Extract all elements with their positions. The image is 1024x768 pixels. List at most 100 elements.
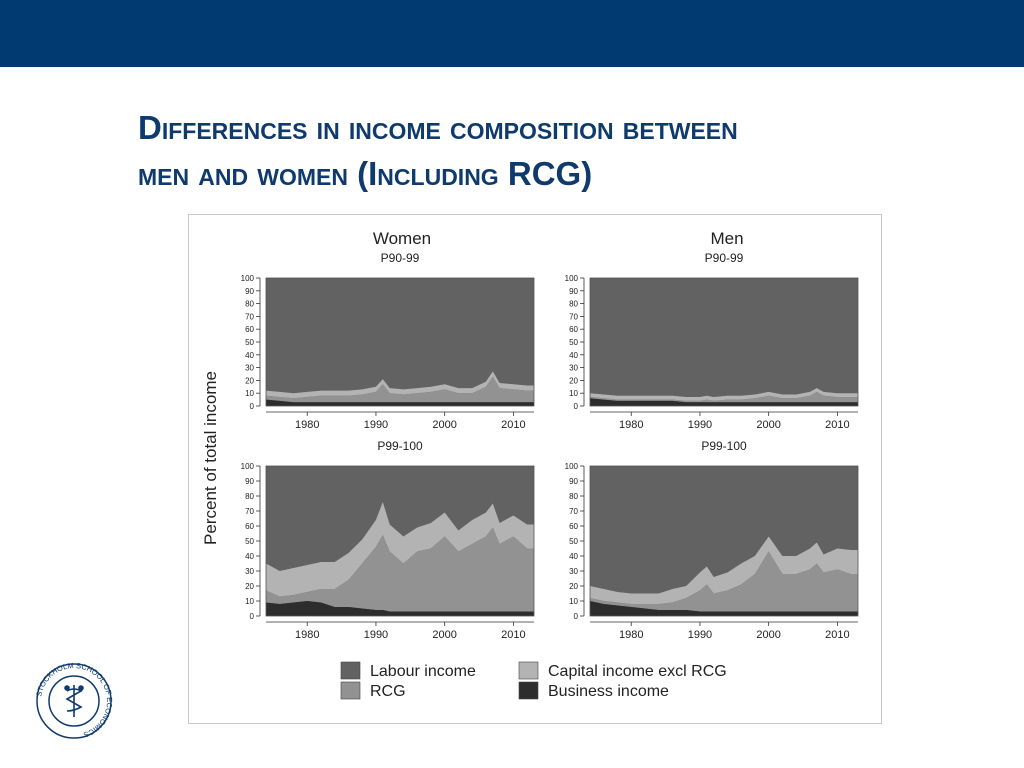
x-tick-label: 1980 xyxy=(619,419,643,431)
y-tick-label: 10 xyxy=(569,389,578,398)
panel-women-p90-99: P90-99 0 10 20 30 40 50 60 70 80 90 100 1980 1990 2000… xyxy=(241,251,535,431)
y-tick-label: 90 xyxy=(245,287,254,296)
y-tick-label: 30 xyxy=(245,567,254,576)
legend-label: Business income xyxy=(548,683,669,700)
legend-item-labour: Labour income xyxy=(340,661,476,680)
panel-subtitle: P90-99 xyxy=(381,251,420,265)
panel-men-p99-100: P99-100 0 10 20 30 40 50 60 70 80 90 100 1980 1990 200… xyxy=(565,439,859,641)
panel-subtitle: P99-100 xyxy=(701,439,747,453)
plot-frame xyxy=(265,465,535,617)
legend-item-business: Business income xyxy=(518,681,669,700)
area-rcg xyxy=(590,391,858,403)
x-tick-label: 2000 xyxy=(432,629,456,641)
header-bar xyxy=(0,0,1024,67)
y-tick-label: 100 xyxy=(241,462,255,471)
y-tick-label: 10 xyxy=(245,597,254,606)
legend-label: RCG xyxy=(370,683,406,700)
y-axis-title: Percent of total income xyxy=(201,371,220,545)
legend-swatch xyxy=(518,661,539,680)
area-rcg xyxy=(266,376,534,403)
y-tick-label: 60 xyxy=(245,522,254,531)
area-business xyxy=(266,399,534,406)
y-tick-label: 70 xyxy=(569,312,578,321)
legend-swatch xyxy=(340,661,361,680)
y-tick-label: 100 xyxy=(565,274,579,283)
x-tick-label: 2010 xyxy=(825,419,849,431)
area-business xyxy=(266,601,534,616)
x-tick-label: 2010 xyxy=(501,629,525,641)
legend-swatch xyxy=(340,681,361,700)
plot-frame xyxy=(265,277,535,407)
y-tick-label: 70 xyxy=(569,507,578,516)
slide-title-line-2: men and women (Including RCG) xyxy=(138,155,593,192)
legend-swatch xyxy=(518,681,539,700)
slide-title-line-1: Differences in income composition betwee… xyxy=(138,109,738,146)
school-logo: STOCKHOLM SCHOOL OF ECONOMICS xyxy=(34,661,114,739)
panel-men-p90-99: P90-99 0 10 20 30 40 50 60 70 80 90 100 1980 1990 2000… xyxy=(565,251,859,431)
y-tick-label: 0 xyxy=(250,612,255,621)
legend: Labour income Capital income excl RCG RCG B… xyxy=(340,661,727,700)
logo-emblem-icon xyxy=(64,685,84,717)
group-title-women: Women xyxy=(373,229,431,248)
area-capital xyxy=(266,502,534,597)
y-tick-label: 40 xyxy=(245,351,254,360)
y-tick-label: 90 xyxy=(245,477,254,486)
y-tick-label: 50 xyxy=(245,338,254,347)
y-tick-label: 20 xyxy=(245,582,254,591)
x-tick-label: 1990 xyxy=(688,419,712,431)
legend-item-rcg: RCG xyxy=(340,681,406,700)
y-tick-label: 80 xyxy=(245,492,254,501)
plot-frame xyxy=(589,277,859,407)
area-rcg xyxy=(266,527,534,612)
x-tick-label: 1990 xyxy=(688,629,712,641)
y-tick-label: 40 xyxy=(569,351,578,360)
x-tick-label: 1990 xyxy=(364,419,388,431)
y-tick-label: 10 xyxy=(245,389,254,398)
y-tick-label: 40 xyxy=(569,552,578,561)
y-tick-label: 50 xyxy=(569,338,578,347)
y-tick-label: 60 xyxy=(569,325,578,334)
x-tick-label: 1990 xyxy=(364,629,388,641)
y-tick-label: 20 xyxy=(569,376,578,385)
chart-svg: Percent of total income Women Men P90-99… xyxy=(201,229,859,700)
y-tick-label: 0 xyxy=(574,402,579,411)
y-tick-label: 90 xyxy=(569,287,578,296)
y-tick-label: 50 xyxy=(245,537,254,546)
area-rcg xyxy=(590,551,858,612)
y-tick-label: 70 xyxy=(245,507,254,516)
x-tick-label: 2000 xyxy=(756,419,780,431)
area-business xyxy=(590,601,858,616)
slide-title: Differences in income composition betwee… xyxy=(138,105,998,197)
y-tick-label: 30 xyxy=(245,364,254,373)
y-tick-label: 20 xyxy=(245,376,254,385)
y-tick-label: 70 xyxy=(245,312,254,321)
panel-subtitle: P99-100 xyxy=(377,439,423,453)
area-capital xyxy=(266,371,534,399)
x-tick-label: 1980 xyxy=(619,629,643,641)
panel-subtitle: P90-99 xyxy=(705,251,744,265)
y-tick-label: 100 xyxy=(565,462,579,471)
x-tick-label: 1980 xyxy=(295,629,319,641)
y-tick-label: 20 xyxy=(569,582,578,591)
y-tick-label: 60 xyxy=(569,522,578,531)
y-tick-label: 0 xyxy=(250,402,255,411)
legend-item-capital: Capital income excl RCG xyxy=(518,661,727,680)
area-labour-income xyxy=(590,278,858,406)
x-tick-label: 2000 xyxy=(432,419,456,431)
y-tick-label: 60 xyxy=(245,325,254,334)
area-capital xyxy=(590,388,858,401)
group-title-men: Men xyxy=(710,229,743,248)
y-tick-label: 80 xyxy=(569,300,578,309)
y-tick-label: 30 xyxy=(569,567,578,576)
y-tick-label: 0 xyxy=(574,612,579,621)
area-capital xyxy=(590,536,858,604)
plot-frame xyxy=(589,465,859,617)
legend-label: Capital income excl RCG xyxy=(548,663,727,680)
chart-figure: Percent of total income Women Men P90-99… xyxy=(188,214,882,724)
y-tick-label: 40 xyxy=(245,552,254,561)
area-business xyxy=(590,398,858,406)
y-tick-label: 10 xyxy=(569,597,578,606)
x-tick-label: 2010 xyxy=(825,629,849,641)
x-tick-label: 2010 xyxy=(501,419,525,431)
